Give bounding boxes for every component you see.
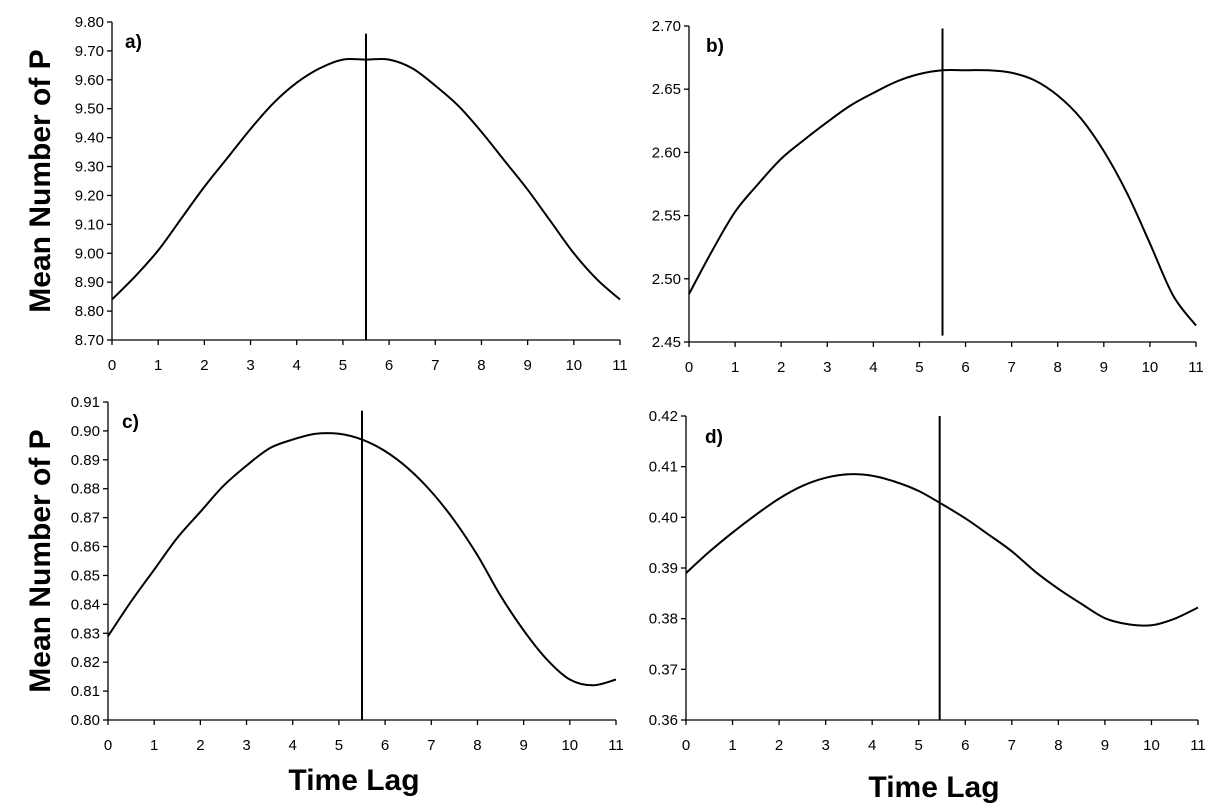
x-tick-label: 10 — [565, 357, 582, 374]
y-tick-label: 0.85 — [71, 567, 100, 584]
y-tick-label: 9.70 — [75, 43, 104, 60]
y-tick-label: 9.80 — [75, 14, 104, 31]
x-tick-label: 6 — [381, 737, 389, 754]
y-tick-label: 2.65 — [652, 81, 681, 98]
y-tick-label: 0.36 — [649, 712, 678, 729]
x-tick-label: 2 — [200, 357, 208, 374]
y-tick-label: 2.60 — [652, 144, 681, 161]
x-tick-label: 9 — [519, 737, 527, 754]
x-tick-label: 1 — [731, 359, 739, 376]
y-tick-label: 8.90 — [75, 274, 104, 291]
y-tick-label: 8.70 — [75, 332, 104, 349]
y-tick-label: 0.39 — [649, 560, 678, 577]
chart-panel-c: 0.80 0.81 0.82 0.83 0.84 0.85 0.86 0.87 0.88 0.89… — [24, 394, 624, 797]
y-tick-label: 0.81 — [71, 683, 100, 700]
x-tick-label: 10 — [1143, 737, 1160, 754]
y-tick-label: 0.86 — [71, 539, 100, 556]
y-tick-label: 0.82 — [71, 654, 100, 671]
series-line — [685, 473, 1199, 627]
y-tick-label: 2.50 — [652, 271, 681, 288]
x-tick-label: 4 — [289, 737, 297, 754]
y-tick-label: 9.40 — [75, 130, 104, 147]
x-tick-label: 1 — [154, 357, 162, 374]
x-tick-label: 6 — [385, 357, 393, 374]
x-tick-label: 9 — [1101, 737, 1109, 754]
y-tick-label: 0.38 — [649, 611, 678, 628]
x-tick-label: 7 — [431, 357, 439, 374]
y-tick-label: 0.42 — [649, 408, 678, 425]
x-tick-label: 11 — [612, 357, 628, 374]
x-tick-label: 2 — [775, 737, 783, 754]
x-tick-label: 1 — [728, 737, 736, 754]
x-tick-label: 6 — [961, 737, 969, 754]
y-tick-label: 9.30 — [75, 159, 104, 176]
y-tick-label: 0.87 — [71, 510, 100, 527]
y-tick-label: 2.55 — [652, 208, 681, 225]
y-tick-label: 0.40 — [649, 509, 678, 526]
x-tick-label: 0 — [108, 357, 116, 374]
x-tick-label: 5 — [335, 737, 343, 754]
x-tick-label: 6 — [961, 359, 969, 376]
x-tick-label: 8 — [473, 737, 481, 754]
chart-panel-d: 0.36 0.37 0.38 0.39 0.40 0.41 0.42 0 1 2 3 4 5 6 7 8 9 10… — [649, 408, 1206, 804]
x-tick-label: 2 — [777, 359, 785, 376]
chart-panel-b: 2.45 2.50 2.55 2.60 2.65 2.70 0 1 2 3 4 5 6 7 8 9 10 11 b) — [652, 18, 1204, 376]
panel-label: c) — [122, 412, 139, 433]
x-tick-label: 9 — [1100, 359, 1108, 376]
x-tick-label: 4 — [868, 737, 876, 754]
y-tick-label: 0.89 — [71, 452, 100, 469]
x-axis-title: Time Lag — [868, 771, 999, 804]
x-axis-title: Time Lag — [288, 764, 419, 797]
y-tick-label: 0.83 — [71, 625, 100, 642]
y-tick-label: 8.80 — [75, 303, 104, 320]
x-tick-label: 3 — [246, 357, 254, 374]
x-tick-label: 11 — [1188, 359, 1204, 376]
y-tick-label: 0.41 — [649, 459, 678, 476]
y-tick-label: 9.50 — [75, 101, 104, 118]
y-tick-label: 0.91 — [71, 394, 100, 411]
x-tick-label: 3 — [821, 737, 829, 754]
panel-label: d) — [705, 427, 723, 448]
x-tick-label: 8 — [1054, 737, 1062, 754]
x-tick-label: 8 — [477, 357, 485, 374]
y-tick-label: 2.45 — [652, 334, 681, 351]
x-tick-label: 3 — [242, 737, 250, 754]
x-tick-label: 8 — [1054, 359, 1062, 376]
y-tick-label: 0.90 — [71, 423, 100, 440]
x-tick-label: 7 — [427, 737, 435, 754]
y-tick-label: 2.70 — [652, 18, 681, 35]
x-tick-label: 0 — [685, 359, 693, 376]
x-tick-label: 2 — [196, 737, 204, 754]
x-tick-label: 5 — [915, 359, 923, 376]
chart-panel-a: 8.70 8.80 8.90 9.00 9.10 9.20 9.30 9.40 9.50 9.60… — [24, 14, 628, 374]
y-tick-label: 9.00 — [75, 245, 104, 262]
x-tick-label: 9 — [523, 357, 531, 374]
panel-label: a) — [125, 32, 142, 53]
y-axis-title: Mean Number of P — [24, 49, 57, 312]
x-tick-label: 4 — [293, 357, 301, 374]
x-tick-label: 0 — [104, 737, 112, 754]
x-tick-label: 3 — [823, 359, 831, 376]
x-tick-label: 11 — [1190, 737, 1206, 754]
y-tick-label: 0.84 — [71, 596, 100, 613]
y-axis-title: Mean Number of P — [24, 429, 57, 692]
y-tick-label: 9.20 — [75, 187, 104, 204]
y-tick-label: 9.10 — [75, 216, 104, 233]
y-tick-label: 0.88 — [71, 481, 100, 498]
x-tick-label: 7 — [1008, 737, 1016, 754]
x-tick-label: 10 — [561, 737, 578, 754]
x-tick-label: 5 — [339, 357, 347, 374]
x-tick-label: 4 — [869, 359, 877, 376]
y-tick-label: 0.80 — [71, 712, 100, 729]
y-tick-label: 0.37 — [649, 661, 678, 678]
panel-label: b) — [706, 36, 724, 57]
x-tick-label: 7 — [1007, 359, 1015, 376]
x-tick-label: 5 — [915, 737, 923, 754]
x-tick-label: 10 — [1142, 359, 1159, 376]
x-tick-label: 11 — [608, 737, 624, 754]
y-tick-label: 9.60 — [75, 72, 104, 89]
x-tick-label: 1 — [150, 737, 158, 754]
x-tick-label: 0 — [682, 737, 690, 754]
